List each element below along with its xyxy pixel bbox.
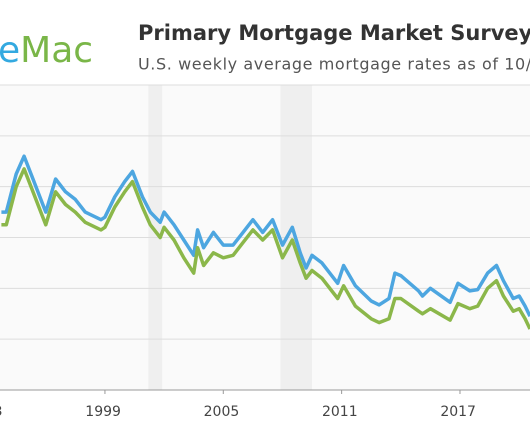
series-line	[1, 154, 530, 318]
x-tick-label: 3	[0, 404, 3, 420]
logo-main: Mac	[20, 30, 93, 71]
x-tick-label: 2017	[440, 404, 476, 420]
x-tick-label: 2005	[204, 404, 240, 420]
series-line	[1, 167, 530, 330]
logo-prefix: e	[0, 30, 20, 71]
chart-title: Primary Mortgage Market Survey®	[138, 21, 530, 45]
x-tick-label: 2011	[322, 404, 358, 420]
logo: eMac	[0, 30, 93, 71]
chart-subtitle: U.S. weekly average mortgage rates as of…	[138, 55, 530, 74]
x-tick-label: 1999	[85, 404, 121, 420]
